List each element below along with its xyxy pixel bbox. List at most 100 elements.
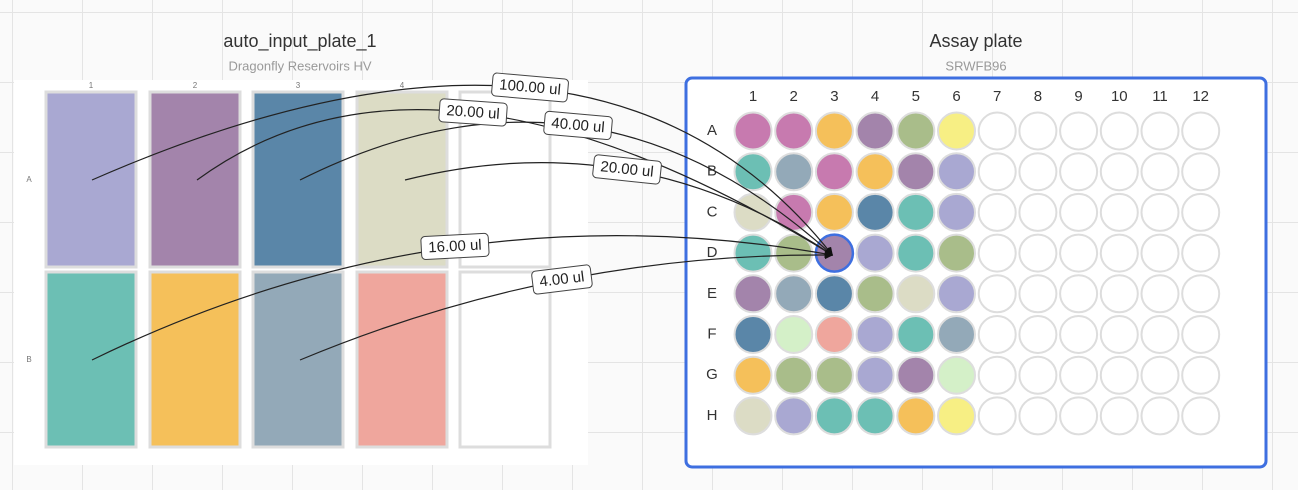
well[interactable] — [1059, 274, 1099, 314]
well[interactable] — [937, 192, 976, 232]
well[interactable] — [1181, 233, 1221, 273]
well[interactable] — [977, 315, 1017, 354]
reservoir[interactable] — [44, 90, 138, 269]
well[interactable] — [937, 315, 976, 354]
well[interactable] — [937, 233, 976, 273]
well[interactable] — [977, 355, 1017, 395]
well[interactable] — [1181, 152, 1221, 192]
well[interactable] — [1181, 111, 1221, 151]
well[interactable] — [733, 152, 773, 192]
well[interactable] — [1018, 192, 1058, 232]
well[interactable] — [814, 111, 854, 151]
well[interactable] — [977, 274, 1017, 314]
well[interactable] — [1018, 274, 1058, 314]
well[interactable] — [855, 192, 895, 232]
well[interactable] — [774, 111, 814, 151]
well[interactable] — [814, 355, 854, 395]
well[interactable] — [1140, 315, 1180, 354]
reservoir[interactable] — [355, 270, 449, 449]
well[interactable] — [896, 315, 936, 354]
well[interactable] — [1181, 396, 1221, 436]
well[interactable] — [855, 274, 895, 314]
well[interactable] — [1140, 152, 1180, 192]
well[interactable] — [1018, 152, 1058, 192]
well[interactable] — [1059, 111, 1099, 151]
well[interactable] — [1140, 192, 1180, 232]
well[interactable] — [1140, 233, 1180, 273]
well[interactable] — [937, 355, 976, 395]
well[interactable] — [733, 315, 773, 354]
well[interactable] — [896, 396, 936, 436]
well[interactable] — [896, 111, 936, 151]
well[interactable] — [1099, 233, 1139, 273]
well[interactable] — [855, 355, 895, 395]
well[interactable] — [814, 396, 854, 436]
well[interactable] — [774, 152, 814, 192]
well[interactable] — [814, 192, 854, 232]
well[interactable] — [1059, 396, 1099, 436]
well[interactable] — [1018, 233, 1058, 273]
selected-well[interactable] — [814, 233, 855, 273]
well[interactable] — [855, 233, 895, 273]
well[interactable] — [977, 152, 1017, 192]
well[interactable] — [733, 233, 773, 273]
well[interactable] — [855, 315, 895, 354]
well[interactable] — [937, 111, 976, 151]
well[interactable] — [1099, 315, 1139, 354]
well[interactable] — [1099, 396, 1139, 436]
well[interactable] — [855, 111, 895, 151]
well[interactable] — [774, 315, 814, 354]
well[interactable] — [1140, 274, 1180, 314]
well[interactable] — [896, 192, 936, 232]
reservoir[interactable] — [251, 270, 345, 449]
well[interactable] — [814, 152, 854, 192]
well[interactable] — [937, 274, 976, 314]
well[interactable] — [1140, 396, 1180, 436]
well[interactable] — [814, 315, 854, 354]
well[interactable] — [977, 111, 1017, 151]
well[interactable] — [1059, 315, 1099, 354]
well[interactable] — [1059, 192, 1099, 232]
well[interactable] — [896, 233, 936, 273]
well[interactable] — [733, 396, 773, 436]
well[interactable] — [937, 396, 976, 436]
well[interactable] — [1018, 315, 1058, 354]
well[interactable] — [1181, 315, 1221, 354]
reservoir[interactable] — [148, 270, 242, 449]
well[interactable] — [855, 396, 895, 436]
well[interactable] — [937, 152, 976, 192]
well[interactable] — [1140, 355, 1180, 395]
well[interactable] — [977, 233, 1017, 273]
well[interactable] — [896, 274, 936, 314]
well[interactable] — [1059, 233, 1099, 273]
reservoir[interactable] — [251, 90, 345, 269]
well[interactable] — [1018, 396, 1058, 436]
well[interactable] — [1181, 192, 1221, 232]
well[interactable] — [814, 274, 854, 314]
well[interactable] — [1099, 274, 1139, 314]
well[interactable] — [774, 396, 814, 436]
well[interactable] — [1099, 355, 1139, 395]
well[interactable] — [1181, 274, 1221, 314]
well[interactable] — [774, 233, 814, 273]
well[interactable] — [855, 152, 895, 192]
assay-plate-frame[interactable] — [684, 76, 1268, 469]
well[interactable] — [774, 355, 814, 395]
well[interactable] — [896, 355, 936, 395]
well[interactable] — [1059, 355, 1099, 395]
well[interactable] — [774, 274, 814, 314]
well[interactable] — [1018, 111, 1058, 151]
well[interactable] — [977, 192, 1017, 232]
well[interactable] — [1099, 192, 1139, 232]
reservoir[interactable] — [44, 270, 138, 449]
well[interactable] — [1181, 355, 1221, 395]
well[interactable] — [1099, 152, 1139, 192]
well[interactable] — [733, 274, 773, 314]
well[interactable] — [977, 396, 1017, 436]
reservoir[interactable] — [148, 90, 242, 269]
well[interactable] — [733, 355, 773, 395]
well[interactable] — [733, 192, 773, 232]
well[interactable] — [1018, 355, 1058, 395]
well[interactable] — [1099, 111, 1139, 151]
well[interactable] — [733, 111, 773, 151]
